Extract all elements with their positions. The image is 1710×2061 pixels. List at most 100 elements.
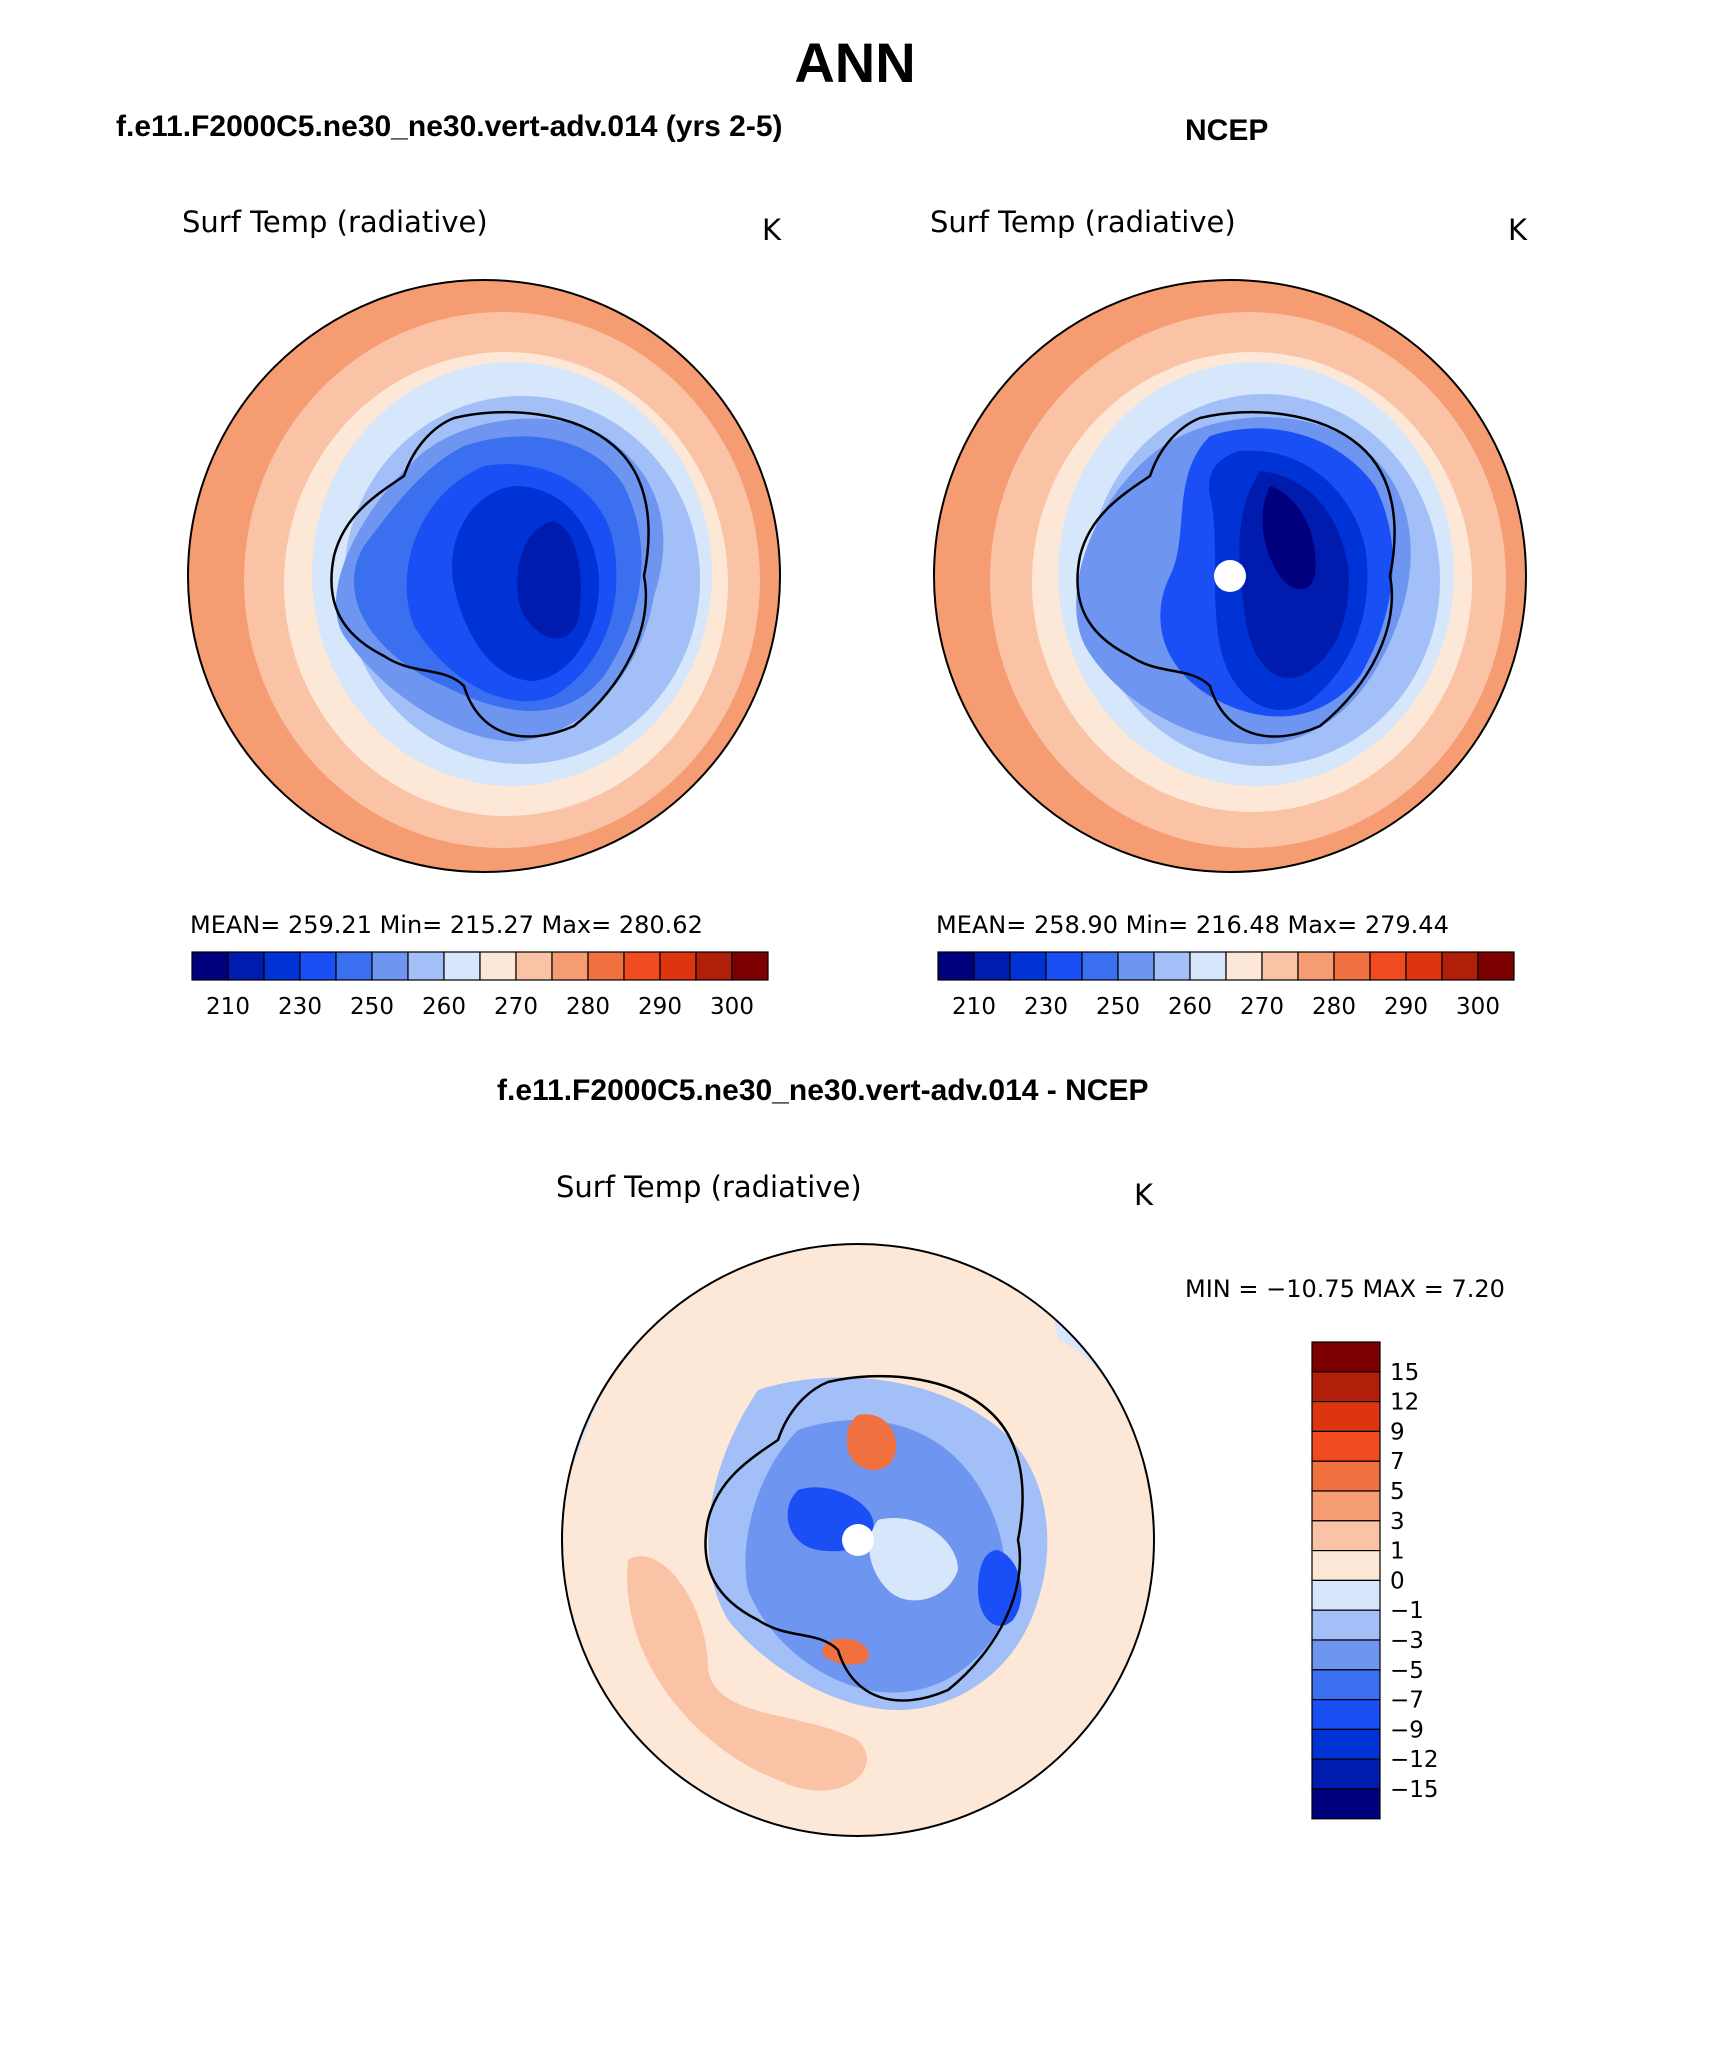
colorbar-diff-swatch bbox=[1311, 1520, 1381, 1552]
colorbar-diff-swatch bbox=[1311, 1460, 1381, 1492]
colorbar-diff-tick-label: 0 bbox=[1390, 1568, 1405, 1594]
colorbar-diff-swatch bbox=[1311, 1400, 1381, 1432]
panel-3-header: f.e11.F2000C5.ne30_ne30.vert-adv.014 - N… bbox=[497, 1074, 1149, 1107]
colorbar-ncep-tick-label: 300 bbox=[1456, 994, 1500, 1020]
map-difference bbox=[561, 1243, 1155, 1837]
panel-2-units: K bbox=[1508, 213, 1528, 247]
colorbar-diff-tick-label: 3 bbox=[1390, 1509, 1405, 1535]
colorbar-diff-swatch bbox=[1311, 1341, 1381, 1373]
colorbar-diff-swatch bbox=[1311, 1728, 1381, 1760]
colorbar-diff-tick-label: 12 bbox=[1390, 1390, 1419, 1416]
colorbar-ncep-swatch bbox=[1153, 951, 1191, 981]
colorbar-model-swatch bbox=[623, 951, 661, 981]
colorbar-model-swatch bbox=[335, 951, 373, 981]
colorbar-diff-swatch bbox=[1311, 1699, 1381, 1731]
colorbar-ncep-tick-label: 210 bbox=[952, 994, 996, 1020]
colorbar-model-swatch bbox=[371, 951, 409, 981]
colorbar-ncep-swatch bbox=[1369, 951, 1407, 981]
panel-2-stats: MEAN= 258.90 Min= 216.48 Max= 279.44 bbox=[936, 911, 1449, 939]
colorbar-model-tick-label: 270 bbox=[494, 994, 538, 1020]
panel-3-stats: MIN = −10.75 MAX = 7.20 bbox=[1185, 1275, 1505, 1303]
colorbar-ncep-swatch bbox=[1441, 951, 1479, 981]
map-ncep bbox=[933, 279, 1527, 873]
map-model bbox=[187, 279, 781, 873]
colorbar-ncep-swatch bbox=[1081, 951, 1119, 981]
colorbar-model-swatch bbox=[299, 951, 337, 981]
missing-data-pole-diff bbox=[842, 1524, 874, 1556]
colorbar-ncep-swatch bbox=[1333, 951, 1371, 981]
colorbar-diff-swatch bbox=[1311, 1669, 1381, 1701]
colorbar-model-swatch bbox=[659, 951, 697, 981]
colorbar-diff-tick-label: 7 bbox=[1390, 1449, 1405, 1475]
colorbar-difference: 15 12 9 7 5 3 1 0 −1 −3 −5 −7 −9 −12 −15 bbox=[1311, 1341, 1439, 1820]
colorbar-model-swatch bbox=[407, 951, 445, 981]
colorbar-model-swatch bbox=[227, 951, 265, 981]
colorbar-diff-swatch bbox=[1311, 1579, 1381, 1611]
colorbar-diff-tick-label: −5 bbox=[1390, 1658, 1424, 1684]
panel-3-units: K bbox=[1134, 1178, 1154, 1212]
colorbar-diff-tick-label: −9 bbox=[1390, 1717, 1424, 1743]
colorbar-model-tick-label: 210 bbox=[206, 994, 250, 1020]
colorbar-ncep-tick-label: 270 bbox=[1240, 994, 1284, 1020]
colorbar-model-swatch bbox=[443, 951, 481, 981]
panel-1-subtitle: Surf Temp (radiative) bbox=[182, 205, 488, 239]
colorbar-diff-swatch bbox=[1311, 1430, 1381, 1462]
colorbar-ncep-swatch bbox=[973, 951, 1011, 981]
missing-data-pole bbox=[1214, 560, 1246, 592]
colorbar-model-swatch bbox=[731, 951, 769, 981]
colorbar-ncep: 210 230 250 260 270 280 290 300 bbox=[937, 951, 1515, 1020]
colorbar-ncep-tick-label: 230 bbox=[1024, 994, 1068, 1020]
panel-1-stats: MEAN= 259.21 Min= 215.27 Max= 280.62 bbox=[190, 911, 703, 939]
panel-3-subtitle: Surf Temp (radiative) bbox=[556, 1170, 862, 1204]
colorbar-ncep-swatch bbox=[1117, 951, 1155, 981]
colorbar-model-swatch bbox=[587, 951, 625, 981]
colorbar-model-tick-label: 300 bbox=[710, 994, 754, 1020]
colorbar-diff-tick-label: 1 bbox=[1390, 1539, 1405, 1565]
colorbar-ncep-tick-label: 290 bbox=[1384, 994, 1428, 1020]
main-title: ANN bbox=[794, 31, 916, 94]
colorbar-ncep-tick-label: 250 bbox=[1096, 994, 1140, 1020]
colorbar-model-tick-label: 250 bbox=[350, 994, 394, 1020]
colorbar-diff-swatch bbox=[1311, 1490, 1381, 1522]
colorbar-model: 210 230 250 260 270 280 290 300 bbox=[191, 951, 769, 1020]
colorbar-ncep-tick-label: 280 bbox=[1312, 994, 1356, 1020]
colorbar-diff-swatch bbox=[1311, 1371, 1381, 1403]
colorbar-model-swatch bbox=[479, 951, 517, 981]
colorbar-diff-tick-label: −12 bbox=[1390, 1747, 1439, 1773]
colorbar-diff-swatch bbox=[1311, 1639, 1381, 1671]
colorbar-diff-tick-label: −3 bbox=[1390, 1628, 1424, 1654]
colorbar-diff-swatch bbox=[1311, 1758, 1381, 1790]
colorbar-diff-tick-label: 9 bbox=[1390, 1419, 1405, 1445]
colorbar-model-swatch bbox=[191, 951, 229, 981]
colorbar-model-swatch bbox=[695, 951, 733, 981]
colorbar-ncep-swatch bbox=[1189, 951, 1227, 981]
colorbar-model-tick-label: 280 bbox=[566, 994, 610, 1020]
colorbar-model-swatch bbox=[515, 951, 553, 981]
colorbar-model-swatch bbox=[551, 951, 589, 981]
panel-1-header: f.e11.F2000C5.ne30_ne30.vert-adv.014 (yr… bbox=[116, 110, 783, 143]
panel-2-subtitle: Surf Temp (radiative) bbox=[930, 205, 1236, 239]
colorbar-diff-tick-label: −15 bbox=[1390, 1777, 1439, 1803]
colorbar-diff-tick-label: −7 bbox=[1390, 1688, 1424, 1714]
colorbar-model-tick-label: 260 bbox=[422, 994, 466, 1020]
colorbar-diff-swatch bbox=[1311, 1550, 1381, 1582]
colorbar-ncep-swatch bbox=[1297, 951, 1335, 981]
colorbar-diff-tick-label: 5 bbox=[1390, 1479, 1405, 1505]
colorbar-ncep-swatch bbox=[1009, 951, 1047, 981]
panel-2-header: NCEP bbox=[1185, 114, 1269, 147]
colorbar-ncep-swatch bbox=[1045, 951, 1083, 981]
colorbar-diff-tick-label: 15 bbox=[1390, 1360, 1419, 1386]
colorbar-ncep-swatch bbox=[1225, 951, 1263, 981]
panel-1-units: K bbox=[762, 213, 782, 247]
colorbar-ncep-tick-label: 260 bbox=[1168, 994, 1212, 1020]
colorbar-diff-swatch bbox=[1311, 1788, 1381, 1820]
colorbar-diff-swatch bbox=[1311, 1609, 1381, 1641]
colorbar-ncep-swatch bbox=[937, 951, 975, 981]
colorbar-diff-tick-label: −1 bbox=[1390, 1598, 1424, 1624]
colorbar-model-swatch bbox=[263, 951, 301, 981]
colorbar-model-tick-label: 230 bbox=[278, 994, 322, 1020]
colorbar-ncep-swatch bbox=[1261, 951, 1299, 981]
colorbar-ncep-swatch bbox=[1405, 951, 1443, 981]
colorbar-ncep-swatch bbox=[1477, 951, 1515, 981]
colorbar-model-tick-label: 290 bbox=[638, 994, 682, 1020]
